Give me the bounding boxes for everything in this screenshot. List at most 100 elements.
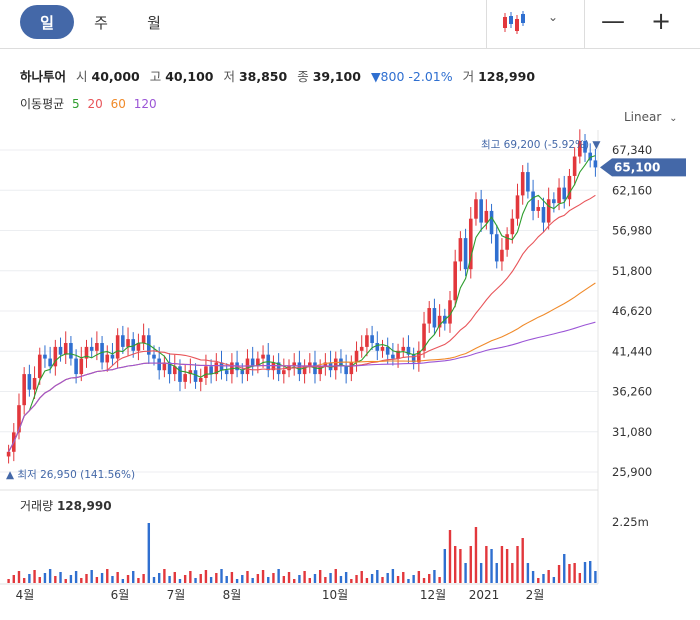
minimize-button[interactable]: — [601,7,625,35]
volume-bar [69,575,73,583]
volume-bar [578,573,582,583]
tab-month[interactable]: 월 [147,13,161,32]
volume-bar [355,575,358,583]
close-label: 종 [297,69,309,84]
candle [79,358,84,375]
candle [531,191,535,211]
ma-line-120 [8,321,596,453]
candle [198,377,203,382]
candlestick-icon[interactable] [500,8,534,38]
volume-value: 128,990 [478,69,536,84]
volume-bar [464,563,467,583]
volume-bar [64,579,67,583]
candle [474,199,478,219]
candle [250,358,255,367]
candle [58,346,63,355]
volume-bar [277,569,280,583]
tab-day[interactable]: 일 [20,5,74,39]
candle [307,362,312,367]
chevron-down-icon[interactable]: ⌄ [548,10,559,24]
volume-bar [521,538,524,583]
volume-bar [573,563,576,583]
candle [48,358,52,367]
volume-bar [54,576,57,583]
volume-bar [116,572,119,583]
candle [292,362,297,367]
candle [157,358,161,371]
candle [588,152,593,161]
y-tick-label: 31,080 [612,425,652,439]
tab-week[interactable]: 주 [94,13,108,32]
volume-bar [147,523,151,583]
volume-bar [505,549,509,583]
close-value: 39,100 [312,69,361,84]
candle [427,308,432,324]
y-tick-label: 36,260 [612,385,652,399]
add-button[interactable]: + [650,7,672,35]
candle [89,346,94,351]
volume-bar [17,571,21,583]
candle [256,358,260,367]
candle [365,335,369,347]
volume-bar [563,554,566,583]
volume-bar [511,563,514,583]
volume-value: 128,990 [57,499,112,513]
candle [583,140,587,153]
change-value: ▼800 -2.01% [370,69,453,84]
candle [318,366,322,375]
candle [302,366,307,375]
candle [380,346,385,351]
toolbar-divider [584,0,585,48]
candle [489,210,494,235]
candle [53,346,58,367]
volume-bar [173,572,176,583]
volume-bar [298,575,301,583]
volume-label: 거 [462,69,475,84]
candle [510,218,515,235]
stock-name: 하나투어 [20,69,67,84]
candle [209,366,213,375]
candle [74,358,78,375]
x-tick-label: 8월 [223,588,242,602]
volume-bar [235,579,239,583]
ma-label: 이동평균 [20,97,65,111]
candle [557,187,561,204]
candle [417,350,421,363]
candle [593,160,598,168]
volume-bar [339,576,343,583]
volume-bar [100,573,104,583]
candle [526,172,530,192]
candle [354,350,359,363]
volume-bar [365,578,369,583]
candle [458,238,463,262]
candle [17,405,21,433]
scale-dropdown[interactable]: Linear ⌄ [624,110,678,124]
volume-bar [157,573,161,583]
volume-bar [412,575,415,583]
candle [323,362,328,367]
max-annotation: 최고 69,200 (-5.92%) ▼ [481,139,601,151]
volume-bar [267,577,270,583]
volume-bar [428,574,431,583]
candle [261,354,265,359]
current-price-tag [600,158,686,177]
volume-bar [183,575,187,583]
open-value: 40,000 [91,69,140,84]
candle [468,218,473,270]
candle [370,335,374,344]
volume-bar [313,574,317,583]
volume-bar [80,578,83,583]
candle [63,343,68,355]
candle [546,199,551,223]
candle [453,261,457,301]
volume-bar [334,569,337,583]
candle [105,354,110,363]
candle [536,207,541,211]
y-tick-label: 25,900 [612,465,652,479]
volume-bar [386,573,389,583]
volume-bar [287,572,291,583]
candle [188,370,193,375]
x-tick-label: 6월 [111,588,130,602]
volume-bar [318,570,322,583]
